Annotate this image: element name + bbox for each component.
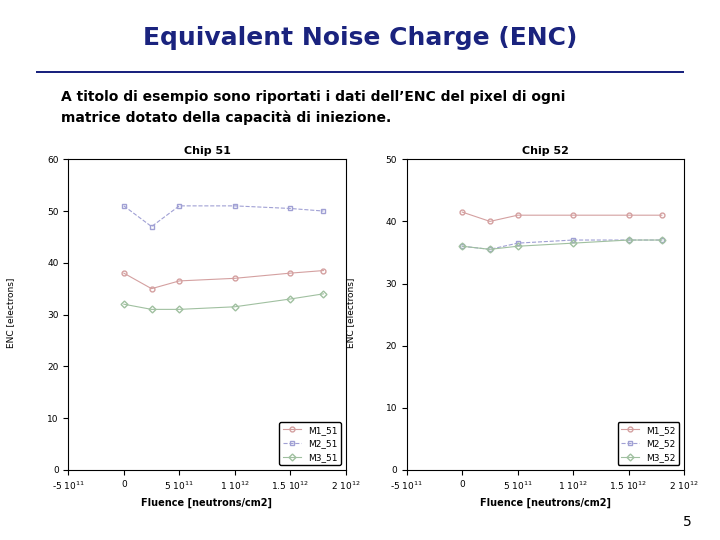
X-axis label: Fluence [neutrons/cm2]: Fluence [neutrons/cm2] [142, 497, 272, 508]
Text: ENC [electrons]: ENC [electrons] [346, 278, 355, 348]
Legend: M1_51, M2_51, M3_51: M1_51, M2_51, M3_51 [279, 422, 341, 465]
Text: A titolo di esempio sono riportati i dati dell’ENC del pixel di ogni: A titolo di esempio sono riportati i dat… [61, 90, 566, 104]
Text: Equivalent Noise Charge (ENC): Equivalent Noise Charge (ENC) [143, 26, 577, 50]
Text: matrice dotato della capacità di iniezione.: matrice dotato della capacità di iniezio… [61, 111, 392, 125]
Title: Chip 51: Chip 51 [184, 146, 230, 156]
Text: ENC [electrons]: ENC [electrons] [6, 278, 15, 348]
FancyBboxPatch shape [36, 71, 684, 73]
Title: Chip 52: Chip 52 [522, 146, 569, 156]
Text: 5: 5 [683, 515, 691, 529]
X-axis label: Fluence [neutrons/cm2]: Fluence [neutrons/cm2] [480, 497, 611, 508]
Legend: M1_52, M2_52, M3_52: M1_52, M2_52, M3_52 [618, 422, 680, 465]
